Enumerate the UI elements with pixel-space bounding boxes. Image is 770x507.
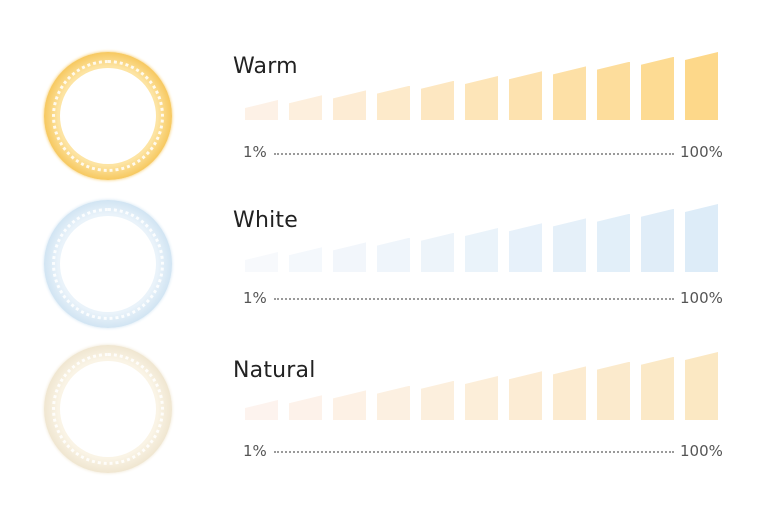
brightness-step-bar [641, 56, 674, 120]
brightness-step-bar [465, 228, 498, 272]
scale-max-label: 100% [680, 289, 723, 307]
ring-center [60, 361, 156, 457]
mode-row-white: White 1% 100% [0, 194, 770, 344]
brightness-step-bar [641, 356, 674, 420]
brightness-step-bar [597, 213, 630, 272]
brightness-step-bar [333, 390, 366, 420]
brightness-step-bar [465, 76, 498, 120]
brightness-step-bar [289, 395, 322, 420]
brightness-bars [0, 40, 770, 190]
brightness-step-bar [685, 204, 718, 272]
brightness-step-bar [377, 237, 410, 272]
mode-title: Warm [233, 54, 298, 79]
brightness-step-bar [509, 371, 542, 420]
mode-row-natural: Natural 1% 100% [0, 342, 770, 492]
mode-title: White [233, 208, 298, 233]
scale-line [274, 153, 674, 155]
brightness-step-bar [597, 361, 630, 420]
ring-led-beads [52, 353, 164, 465]
brightness-step-bar [597, 61, 630, 120]
brightness-step-bar [377, 85, 410, 120]
ring-led-beads [52, 60, 164, 172]
brightness-step-bar [553, 366, 586, 420]
scale-max-label: 100% [680, 442, 723, 460]
scale-min-label: 1% [243, 143, 267, 161]
brightness-step-bar [333, 242, 366, 272]
brightness-step-bar [641, 208, 674, 272]
brightness-step-bar [553, 66, 586, 120]
brightness-step-bar [685, 352, 718, 420]
brightness-step-bar [421, 232, 454, 272]
brightness-bars [0, 194, 770, 344]
ring-center [60, 216, 156, 312]
mode-title: Natural [233, 358, 316, 383]
scale-line [274, 451, 674, 453]
scale-min-label: 1% [243, 442, 267, 460]
brightness-step-bar [553, 218, 586, 272]
mode-row-warm: Warm 1% 100% [0, 40, 770, 190]
brightness-step-bar [245, 100, 278, 120]
ring-center [60, 68, 156, 164]
brightness-step-bar [245, 252, 278, 272]
brightness-step-bar [421, 80, 454, 120]
brightness-step-bar [509, 71, 542, 120]
natural-ring-light-icon [44, 345, 172, 473]
scale-line [274, 298, 674, 300]
ring-led-beads [52, 208, 164, 320]
brightness-step-bar [333, 90, 366, 120]
brightness-step-bar [465, 376, 498, 420]
brightness-step-bar [509, 223, 542, 272]
brightness-step-bar [421, 380, 454, 420]
white-ring-light-icon [44, 200, 172, 328]
brightness-step-bar [377, 385, 410, 420]
scale-max-label: 100% [680, 143, 723, 161]
brightness-step-bar [685, 52, 718, 120]
brightness-step-bar [245, 400, 278, 420]
brightness-step-bar [289, 247, 322, 272]
scale-min-label: 1% [243, 289, 267, 307]
brightness-step-bar [289, 95, 322, 120]
brightness-bars [0, 342, 770, 492]
warm-ring-light-icon [44, 52, 172, 180]
